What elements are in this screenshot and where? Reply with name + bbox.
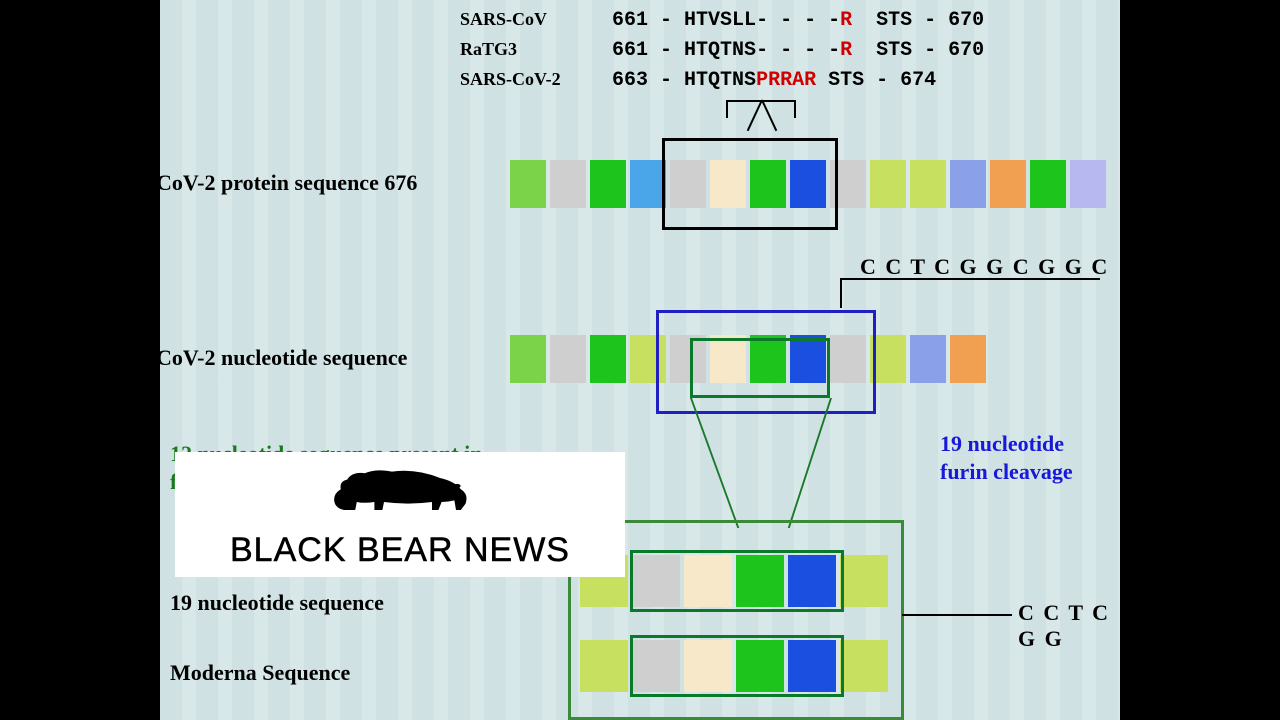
alignment-name: RaTG3 [460, 36, 600, 63]
brand-text: BLACK BEAR NEWS [230, 531, 570, 570]
sequence-block [590, 160, 626, 208]
sequence-block [840, 640, 888, 692]
sequence-block [840, 555, 888, 607]
sequence-alignment: SARS-CoV 661 - HTVSLL- - - -R STS - 670 … [460, 6, 984, 96]
sequence-block [910, 335, 946, 383]
sequence-block [910, 160, 946, 208]
sequence-block [630, 160, 666, 208]
connector-line [840, 278, 842, 308]
codon-text-top: C C T C G G C G G C [860, 254, 1109, 280]
protein-row-label: CoV-2 protein sequence 676 [156, 170, 417, 196]
sequence-block [510, 335, 546, 383]
bear-icon [320, 459, 480, 529]
sequence-block [990, 160, 1026, 208]
blue-highlight-box [656, 310, 876, 414]
sequence-block [1030, 160, 1066, 208]
sequence-block [950, 335, 986, 383]
moderna-row-label: Moderna Sequence [170, 660, 350, 686]
sequence-block [510, 160, 546, 208]
alignment-name: SARS-CoV [460, 6, 600, 33]
alignment-name: SARS-CoV-2 [460, 66, 600, 93]
brand-overlay: BLACK BEAR NEWS [175, 452, 625, 577]
moderna-green-box [630, 635, 844, 697]
connector-line [902, 614, 1012, 616]
sequence-block [550, 335, 586, 383]
nineteen-green-box [630, 550, 844, 612]
sequence-block [1070, 160, 1106, 208]
sequence-block [590, 335, 626, 383]
sequence-block [870, 160, 906, 208]
sequence-block [550, 160, 586, 208]
sequence-block [950, 160, 986, 208]
blue-note: 19 nucleotide furin cleavage [940, 430, 1073, 485]
nineteen-row-label: 19 nucleotide sequence [170, 590, 384, 616]
bracket-icon [726, 100, 796, 134]
codon-text-right: C C T C G G [1018, 600, 1120, 652]
sequence-block [580, 640, 628, 692]
nucleotide-row-label: CoV-2 nucleotide sequence [156, 345, 407, 371]
protein-highlight-box [662, 138, 838, 230]
